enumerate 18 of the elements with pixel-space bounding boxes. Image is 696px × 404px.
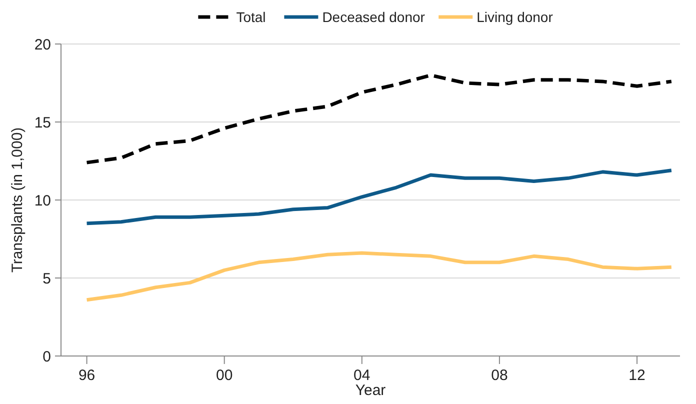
- y-tick-label: 15: [34, 114, 51, 132]
- legend-label: Deceased donor: [322, 9, 426, 25]
- x-tick-label: 96: [78, 367, 96, 384]
- line-series: [85, 73, 674, 164]
- x-tick-label: 08: [491, 367, 508, 384]
- y-tick-label: 20: [34, 36, 51, 54]
- y-tick-label: 5: [42, 270, 51, 288]
- line-series: [85, 251, 674, 302]
- y-axis-title: Transplants (in 1,000): [9, 127, 26, 273]
- y-tick-label: 0: [42, 348, 51, 366]
- y-tick-label: 10: [34, 192, 51, 210]
- x-tick-label: 12: [628, 367, 646, 384]
- legend-label: Total: [236, 9, 266, 25]
- line-series: [85, 168, 674, 226]
- legend-label: Living donor: [476, 9, 554, 25]
- x-tick-label: 00: [216, 367, 233, 384]
- x-axis-title: Year: [355, 382, 386, 399]
- x-tick-label: 04: [354, 367, 370, 384]
